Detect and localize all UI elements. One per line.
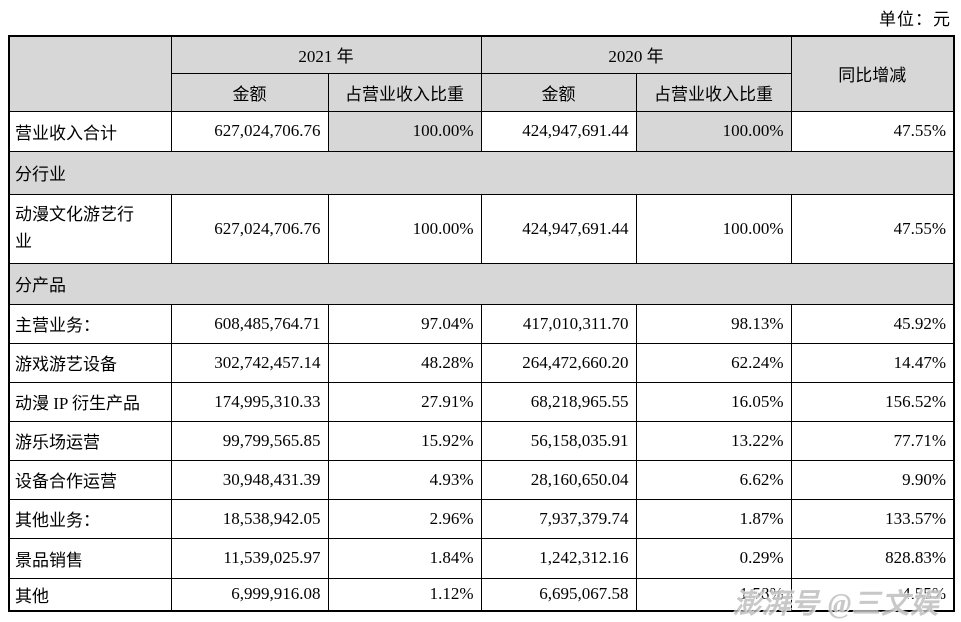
table-row-main-business: 主营业务： 608,485,764.71 97.04% 417,010,311.… <box>8 303 955 344</box>
ratio-2021: 48.28% <box>327 342 482 383</box>
row-label: 动漫文化游艺行业 <box>8 193 172 264</box>
header-amount-2020: 金额 <box>480 72 637 112</box>
header-ratio-2020: 占营业收入比重 <box>635 72 792 112</box>
header-year-2021: 2021 年 <box>170 35 482 74</box>
yoy-change: 828.83% <box>790 537 955 579</box>
ratio-2020: 13.22% <box>635 420 792 461</box>
table-row-prize-sales: 景品销售 11,539,025.97 1.84% 1,242,312.16 0.… <box>8 537 955 579</box>
amount-2020: 424,947,691.44 <box>480 110 637 152</box>
amount-2021: 627,024,706.76 <box>170 110 329 152</box>
amount-2020: 6,695,067.58 <box>480 577 637 612</box>
ratio-2021: 97.04% <box>327 303 482 344</box>
amount-2020: 7,937,379.74 <box>480 498 637 539</box>
amount-2020: 1,242,312.16 <box>480 537 637 579</box>
yoy-change: 47.55% <box>790 110 955 152</box>
header-year-2020: 2020 年 <box>480 35 792 74</box>
table-row-equipment-coop: 设备合作运营 30,948,431.39 4.93% 28,160,650.04… <box>8 459 955 500</box>
ratio-2020: 62.24% <box>635 342 792 383</box>
amount-2021: 302,742,457.14 <box>170 342 329 383</box>
table-row-others: 其他 6,999,916.08 1.12% 6,695,067.58 1.58%… <box>8 577 955 612</box>
row-label: 主营业务： <box>8 303 172 344</box>
ratio-2020: 6.62% <box>635 459 792 500</box>
row-label: 游戏游艺设备 <box>8 342 172 383</box>
header-amount-2021: 金额 <box>170 72 329 112</box>
row-label: 景品销售 <box>8 537 172 579</box>
ratio-2020: 98.13% <box>635 303 792 344</box>
amount-2021: 18,538,942.05 <box>170 498 329 539</box>
yoy-change: 14.47% <box>790 342 955 383</box>
table-row-anime-culture-industry: 动漫文化游艺行业 627,024,706.76 100.00% 424,947,… <box>8 193 955 264</box>
amount-2020: 424,947,691.44 <box>480 193 637 264</box>
amount-2021: 30,948,431.39 <box>170 459 329 500</box>
ratio-2021: 1.84% <box>327 537 482 579</box>
table-row-amusement-park: 游乐场运营 99,799,565.85 15.92% 56,158,035.91… <box>8 420 955 461</box>
amount-2020: 28,160,650.04 <box>480 459 637 500</box>
ratio-2021: 2.96% <box>327 498 482 539</box>
yoy-change: 9.90% <box>790 459 955 500</box>
table-row-other-business: 其他业务： 18,538,942.05 2.96% 7,937,379.74 1… <box>8 498 955 539</box>
amount-2021: 627,024,706.76 <box>170 193 329 264</box>
amount-2020: 264,472,660.20 <box>480 342 637 383</box>
table-row-total-revenue: 营业收入合计 627,024,706.76 100.00% 424,947,69… <box>8 110 955 152</box>
ratio-2020: 1.87% <box>635 498 792 539</box>
header-yoy: 同比增减 <box>790 35 955 112</box>
ratio-2021: 27.91% <box>327 381 482 422</box>
amount-2021: 99,799,565.85 <box>170 420 329 461</box>
ratio-2020: 0.29% <box>635 537 792 579</box>
section-label: 分行业 <box>8 150 955 195</box>
ratio-2021: 100.00% <box>327 110 482 152</box>
yoy-change: 47.55% <box>790 193 955 264</box>
section-row-by-product: 分产品 <box>8 262 955 305</box>
section-row-by-industry: 分行业 <box>8 150 955 195</box>
ratio-2021: 4.93% <box>327 459 482 500</box>
ratio-2020: 100.00% <box>635 193 792 264</box>
unit-label: 单位：元 <box>879 10 951 29</box>
header-empty-cell <box>8 35 172 112</box>
yoy-change: 133.57% <box>790 498 955 539</box>
amount-2021: 174,995,310.33 <box>170 381 329 422</box>
revenue-table: 2021 年 2020 年 同比增减 金额 占营业收入比重 金额 占营业收入比重… <box>8 35 955 612</box>
ratio-2021: 1.12% <box>327 577 482 612</box>
row-label: 其他 <box>8 577 172 612</box>
row-label: 动漫 IP 衍生产品 <box>8 381 172 422</box>
header-row-metrics: 金额 占营业收入比重 金额 占营业收入比重 <box>9 72 954 112</box>
row-label: 设备合作运营 <box>8 459 172 500</box>
yoy-change: 45.92% <box>790 303 955 344</box>
ratio-2020: 16.05% <box>635 381 792 422</box>
ratio-2021: 100.00% <box>327 193 482 264</box>
amount-2020: 56,158,035.91 <box>480 420 637 461</box>
header-row-years: 2021 年 2020 年 同比增减 <box>8 35 955 112</box>
table-row-anime-ip-products: 动漫 IP 衍生产品 174,995,310.33 27.91% 68,218,… <box>8 381 955 422</box>
row-label: 营业收入合计 <box>8 110 172 152</box>
amount-2021: 608,485,764.71 <box>170 303 329 344</box>
section-label: 分产品 <box>8 262 955 305</box>
table-row-game-equipment: 游戏游艺设备 302,742,457.14 48.28% 264,472,660… <box>8 342 955 383</box>
ratio-2021: 15.92% <box>327 420 482 461</box>
amount-2020: 417,010,311.70 <box>480 303 637 344</box>
row-label: 游乐场运营 <box>8 420 172 461</box>
amount-2021: 11,539,025.97 <box>170 537 329 579</box>
amount-2021: 6,999,916.08 <box>170 577 329 612</box>
row-label: 其他业务： <box>8 498 172 539</box>
yoy-change: 77.71% <box>790 420 955 461</box>
yoy-change: 156.52% <box>790 381 955 422</box>
header-ratio-2021: 占营业收入比重 <box>327 72 482 112</box>
ratio-2020: 1.58% <box>635 577 792 612</box>
amount-2020: 68,218,965.55 <box>480 381 637 422</box>
ratio-2020: 100.00% <box>635 110 792 152</box>
yoy-change: 4.55% <box>790 577 955 612</box>
